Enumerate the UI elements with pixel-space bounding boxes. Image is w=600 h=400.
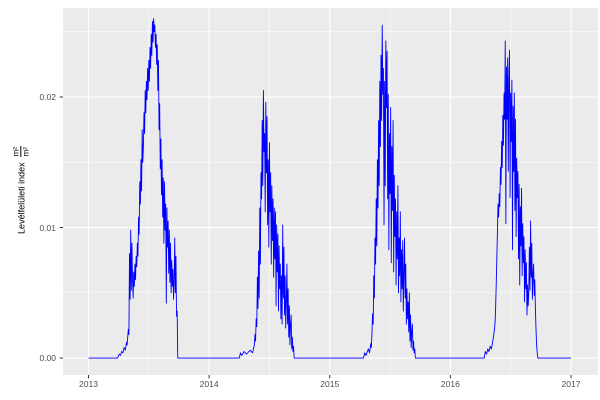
x-tick-label-2016: 2016	[440, 379, 460, 389]
x-tick-label-2014: 2014	[199, 379, 219, 389]
y-axis-unit-fraction: m² m²	[11, 146, 31, 158]
unit-numerator: m²	[11, 146, 22, 158]
y-tick-label-0.00: 0.00	[39, 353, 56, 364]
x-tick-label-2015: 2015	[320, 379, 340, 389]
x-tick-label-2013: 2013	[79, 379, 98, 389]
y-tick-label-0.01: 0.01	[39, 222, 56, 233]
y-tick-label-0.02: 0.02	[39, 92, 56, 102]
y-axis-title: Levélfelületi index m² m²	[11, 146, 31, 234]
x-tick-label-2017: 2017	[561, 379, 581, 389]
unit-denominator: m²	[21, 147, 31, 157]
